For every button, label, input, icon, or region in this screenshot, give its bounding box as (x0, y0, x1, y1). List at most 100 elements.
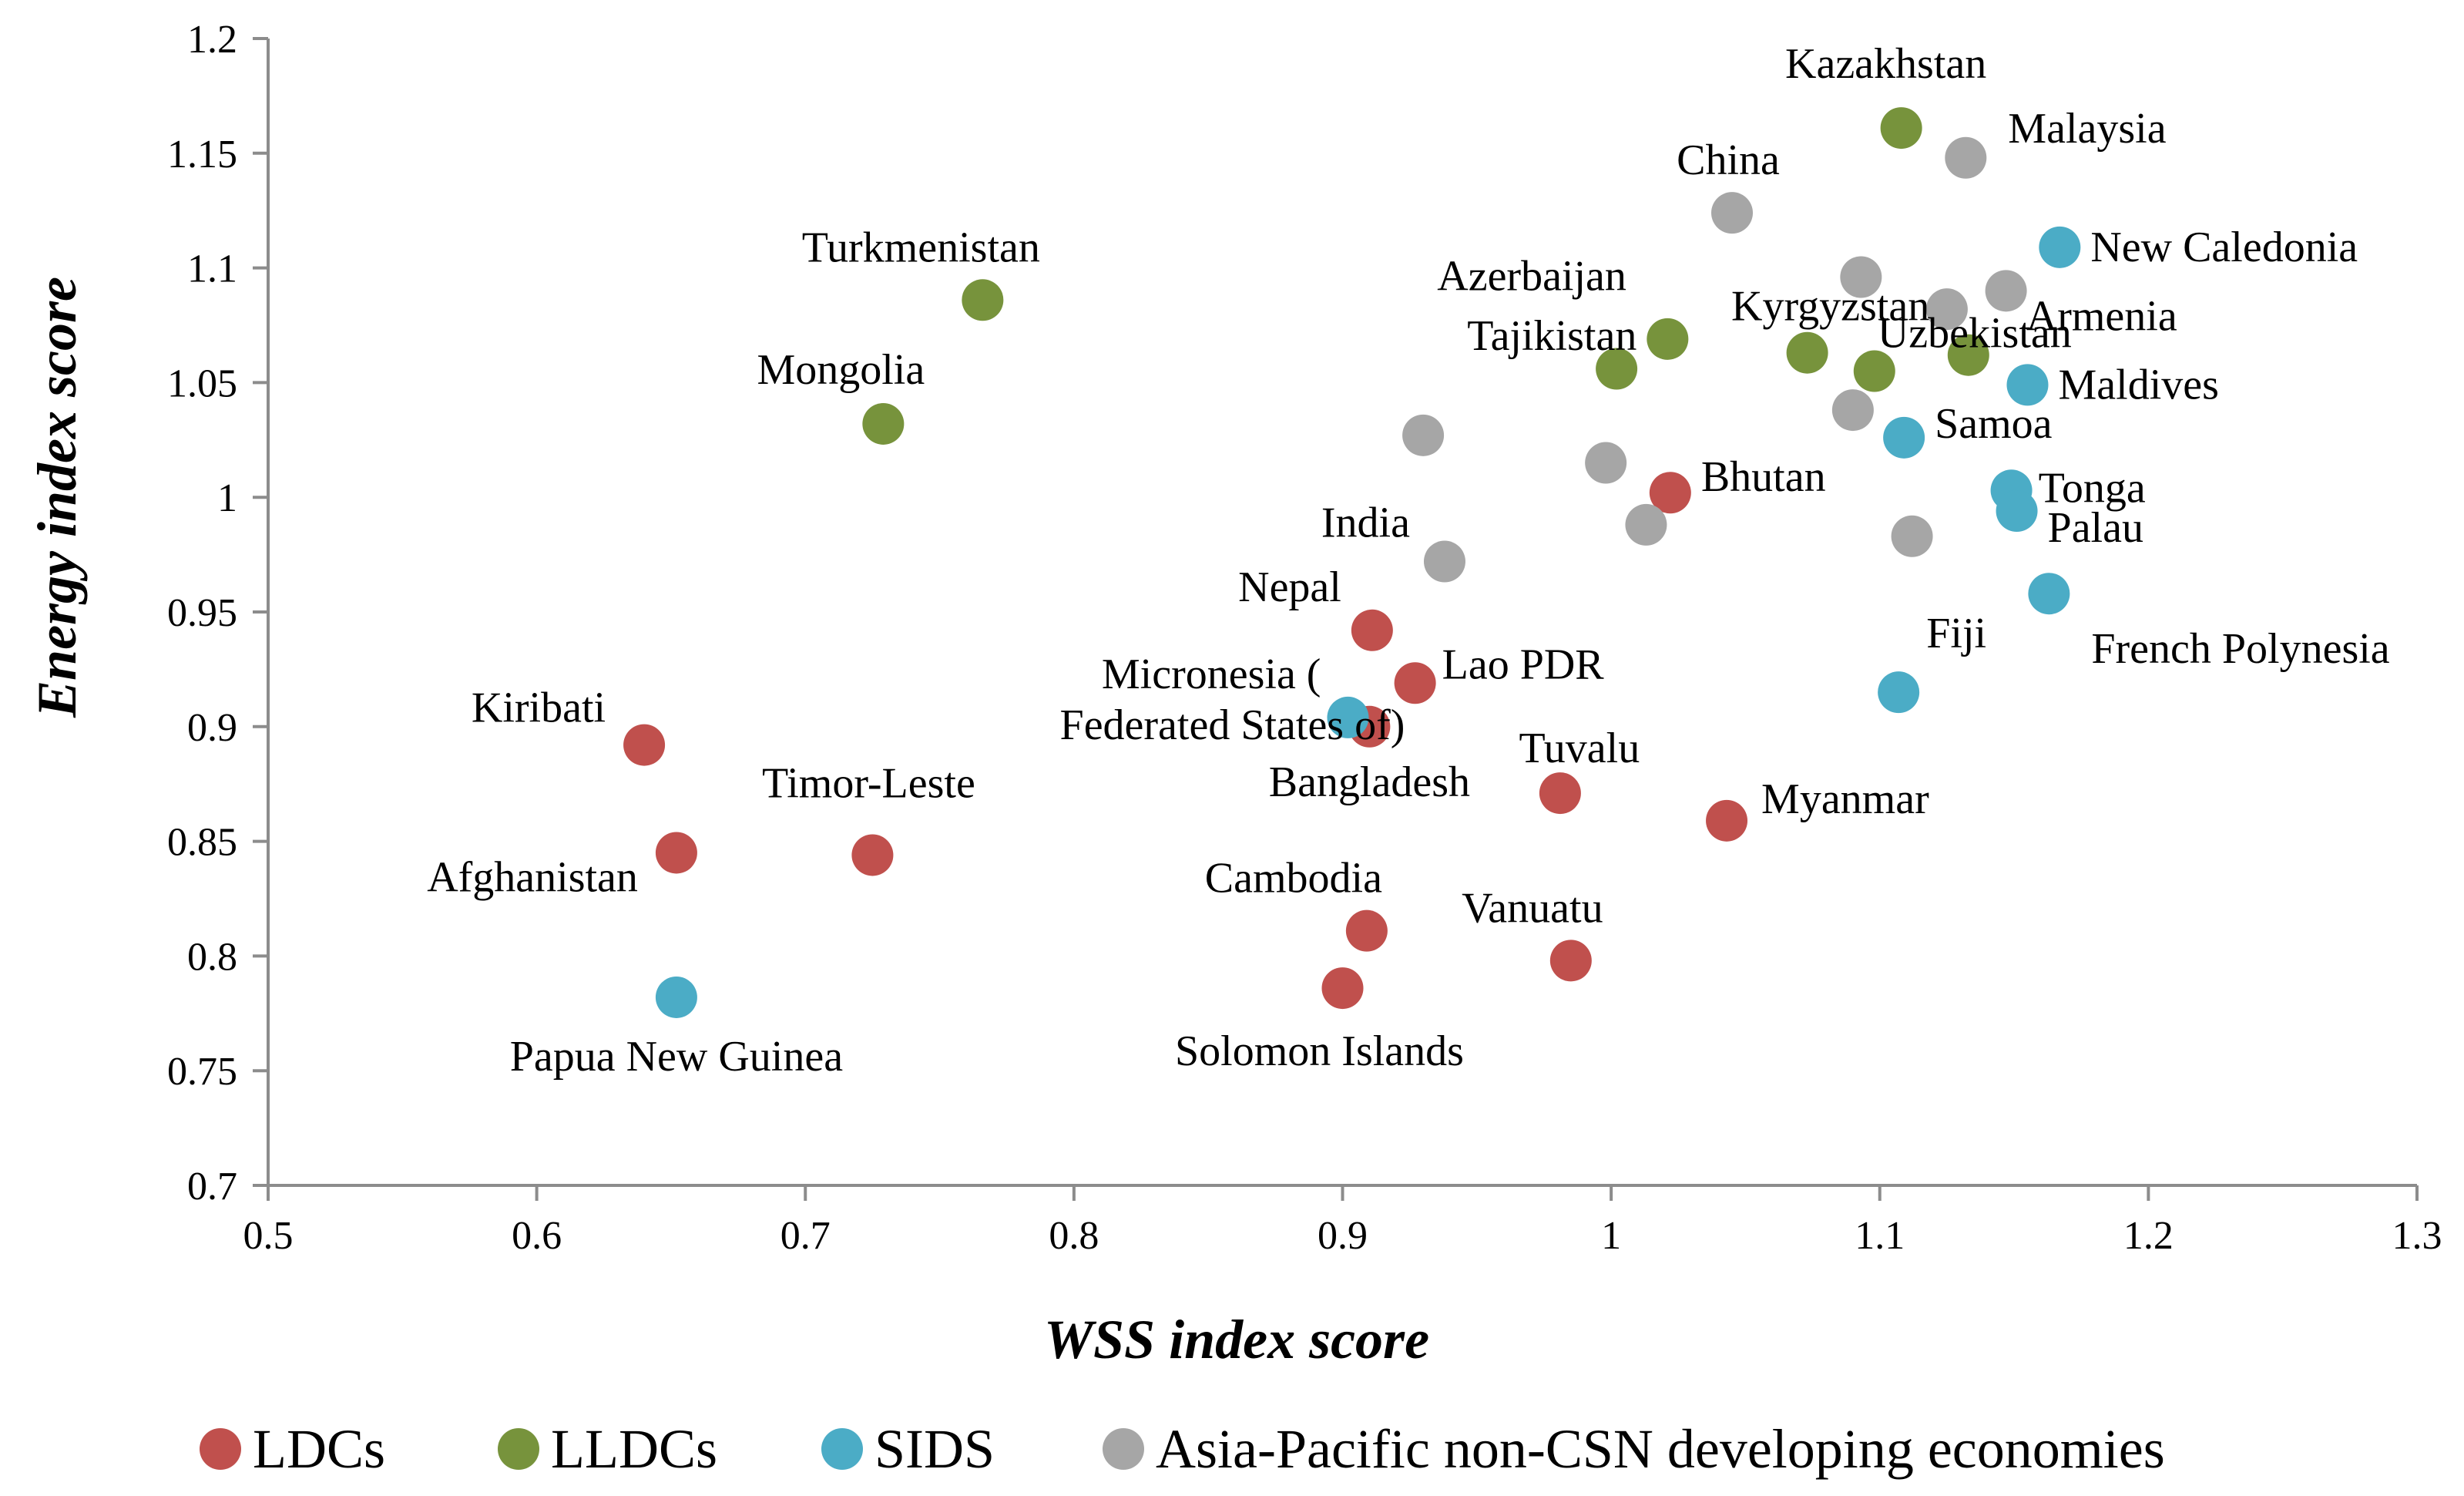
point-unlabeled (1925, 288, 1968, 331)
point-myanmar (1706, 799, 1748, 842)
point-nepal (1351, 609, 1393, 651)
x-tick-label: 1.2 (2123, 1214, 2174, 1258)
y-axis-ticks: 0.7 0.75 0.8 0.85 0.9 0.95 1 1.05 1.1 1.15 1.2 (167, 18, 268, 1209)
legend-marker-ldcs (200, 1428, 241, 1470)
point-label-uzbekistan: Uzbekistan (1878, 310, 2072, 358)
y-tick-label: 0.7 (187, 1165, 237, 1209)
legend-marker-lldcs (498, 1428, 539, 1470)
point-micronesia-federated-states-of (1327, 696, 1369, 738)
y-tick-label: 1.2 (187, 18, 237, 62)
point-tajikistan (1647, 318, 1689, 360)
x-tick-label: 1.3 (2392, 1214, 2442, 1258)
y-tick-label: 0.75 (167, 1050, 237, 1094)
point-cambodia (1345, 909, 1388, 952)
y-tick-label: 0.85 (167, 821, 237, 865)
x-tick-label: 0.5 (243, 1214, 294, 1258)
point-label-fiji: Fiji (1926, 610, 1986, 657)
point-maldives (2006, 364, 2049, 406)
y-tick-label: 1.15 (167, 133, 237, 176)
y-tick-label: 1 (217, 476, 237, 520)
point-label-azerbaijan: Azerbaijan (1437, 253, 1626, 301)
x-tick-label: 1 (1601, 1214, 1621, 1258)
data-points (623, 107, 2081, 1018)
point-papua-new-guinea (655, 976, 697, 1018)
legend-label-lldcs: LLDCs (551, 1418, 717, 1480)
point-label-new-caledonia: New Caledonia (2090, 224, 2358, 271)
point-new-caledonia (2039, 226, 2081, 268)
x-axis-ticks: 0.5 0.6 0.7 0.8 0.9 1 1.1 1.2 1.3 (243, 1185, 2442, 1258)
point-label-tonga: Tonga (2039, 464, 2146, 512)
point-mongolia (862, 402, 905, 445)
point-label-timor-leste: Timor-Leste (762, 759, 975, 807)
legend-label-asia-pacific-non-csn-developing-economies: Asia-Pacific non-CSN developing economie… (1156, 1418, 2165, 1480)
point-label-kiribati: Kiribati (472, 684, 606, 732)
point-label-turkmenistan: Turkmenistan (802, 224, 1040, 271)
point-label-lao-pdr: Lao PDR (1442, 640, 1605, 688)
point-tuvalu (1539, 772, 1581, 815)
y-axis-title: Energy index score (26, 277, 88, 718)
point-india (1423, 540, 1465, 583)
point-label-french-polynesia: French Polynesia (2091, 625, 2389, 673)
point-armenia (1947, 334, 1989, 376)
legend-label-ldcs: LDCs (253, 1418, 385, 1480)
point-label-mongolia: Mongolia (757, 346, 925, 394)
point-label-samoa: Samoa (1935, 400, 2053, 448)
point-label-nepal: Nepal (1238, 563, 1341, 611)
point-labels: Kiribati Afghanistan Timor-Leste Nepal Lao P… (427, 40, 2390, 1081)
point-unlabeled (1891, 515, 1933, 557)
point-label-kazakhstan: Kazakhstan (1785, 40, 1986, 88)
point-unlabeled (1985, 270, 2027, 312)
point-french-polynesia (2028, 573, 2070, 615)
point-unlabeled (1831, 389, 1874, 432)
point-unlabeled (1585, 442, 1627, 484)
point-label-bhutan: Bhutan (1701, 453, 1826, 501)
point-label-vanuatu: Vanuatu (1462, 884, 1603, 932)
y-tick-label: 0.95 (167, 591, 237, 635)
point-china (1711, 192, 1754, 234)
point-solomon-islands (1321, 967, 1364, 1010)
point-label-papua-new-guinea: Papua New Guinea (510, 1033, 843, 1081)
point-label-malaysia: Malaysia (2008, 105, 2166, 153)
point-afghanistan (655, 832, 697, 874)
y-tick-label: 1.05 (167, 361, 237, 405)
point-label-armenia: Armenia (2026, 293, 2177, 341)
y-tick-label: 1.1 (187, 247, 237, 291)
point-label-myanmar: Myanmar (1761, 775, 1929, 823)
point-label-maldives: Maldives (2058, 361, 2218, 408)
x-tick-label: 0.8 (1049, 1214, 1099, 1258)
plot-area: 0.5 0.6 0.7 0.8 0.9 1 1.1 1.2 1.3 0.7 0.75 0.8 0.85… (167, 18, 2442, 1258)
x-tick-label: 1.1 (1855, 1214, 1905, 1258)
point-timor-leste (851, 834, 894, 876)
point-malaysia (1945, 136, 1987, 179)
point-fiji (1878, 671, 1920, 714)
point-turkmenistan (962, 279, 1004, 321)
point-label-bangladesh: Bangladesh (1269, 758, 1470, 806)
point-label-micronesia-federated-states-of-line1: Micronesia ( (1102, 651, 1321, 698)
point-label-micronesia-federated-states-of-line2: Federated States of) (1060, 701, 1405, 749)
point-label-afghanistan: Afghanistan (427, 853, 638, 901)
point-kyrgyzstan (1786, 331, 1828, 374)
point-uzbekistan (1853, 350, 1895, 392)
point-kiribati (623, 724, 666, 766)
x-tick-label: 0.9 (1318, 1214, 1368, 1258)
point-label-kyrgyzstan: Kyrgyzstan (1731, 283, 1929, 331)
point-vanuatu (1549, 940, 1592, 982)
legend: LDCs LLDCs SIDS Asia-Pacific non-CSN develo… (200, 1418, 2165, 1480)
point-unlabeled (1840, 256, 1882, 298)
x-tick-label: 0.7 (780, 1214, 831, 1258)
point-label-tuvalu: Tuvalu (1519, 724, 1640, 772)
point-lao-pdr (1394, 662, 1436, 704)
point-kazakhstan (1880, 107, 1922, 150)
point-azerbaijan (1596, 348, 1638, 390)
point-palau (1996, 490, 2038, 533)
legend-marker-sids (821, 1428, 863, 1470)
point-label-tajikistan: Tajikistan (1467, 312, 1637, 360)
point-label-india: India (1321, 499, 1410, 547)
y-tick-label: 0.8 (187, 935, 237, 979)
x-tick-label: 0.6 (512, 1214, 562, 1258)
point-label-palau: Palau (2048, 504, 2143, 552)
point-samoa (1883, 416, 1925, 459)
point-bhutan (1649, 472, 1691, 514)
legend-marker-asia-pacific-non-csn-developing-economies (1103, 1428, 1144, 1470)
